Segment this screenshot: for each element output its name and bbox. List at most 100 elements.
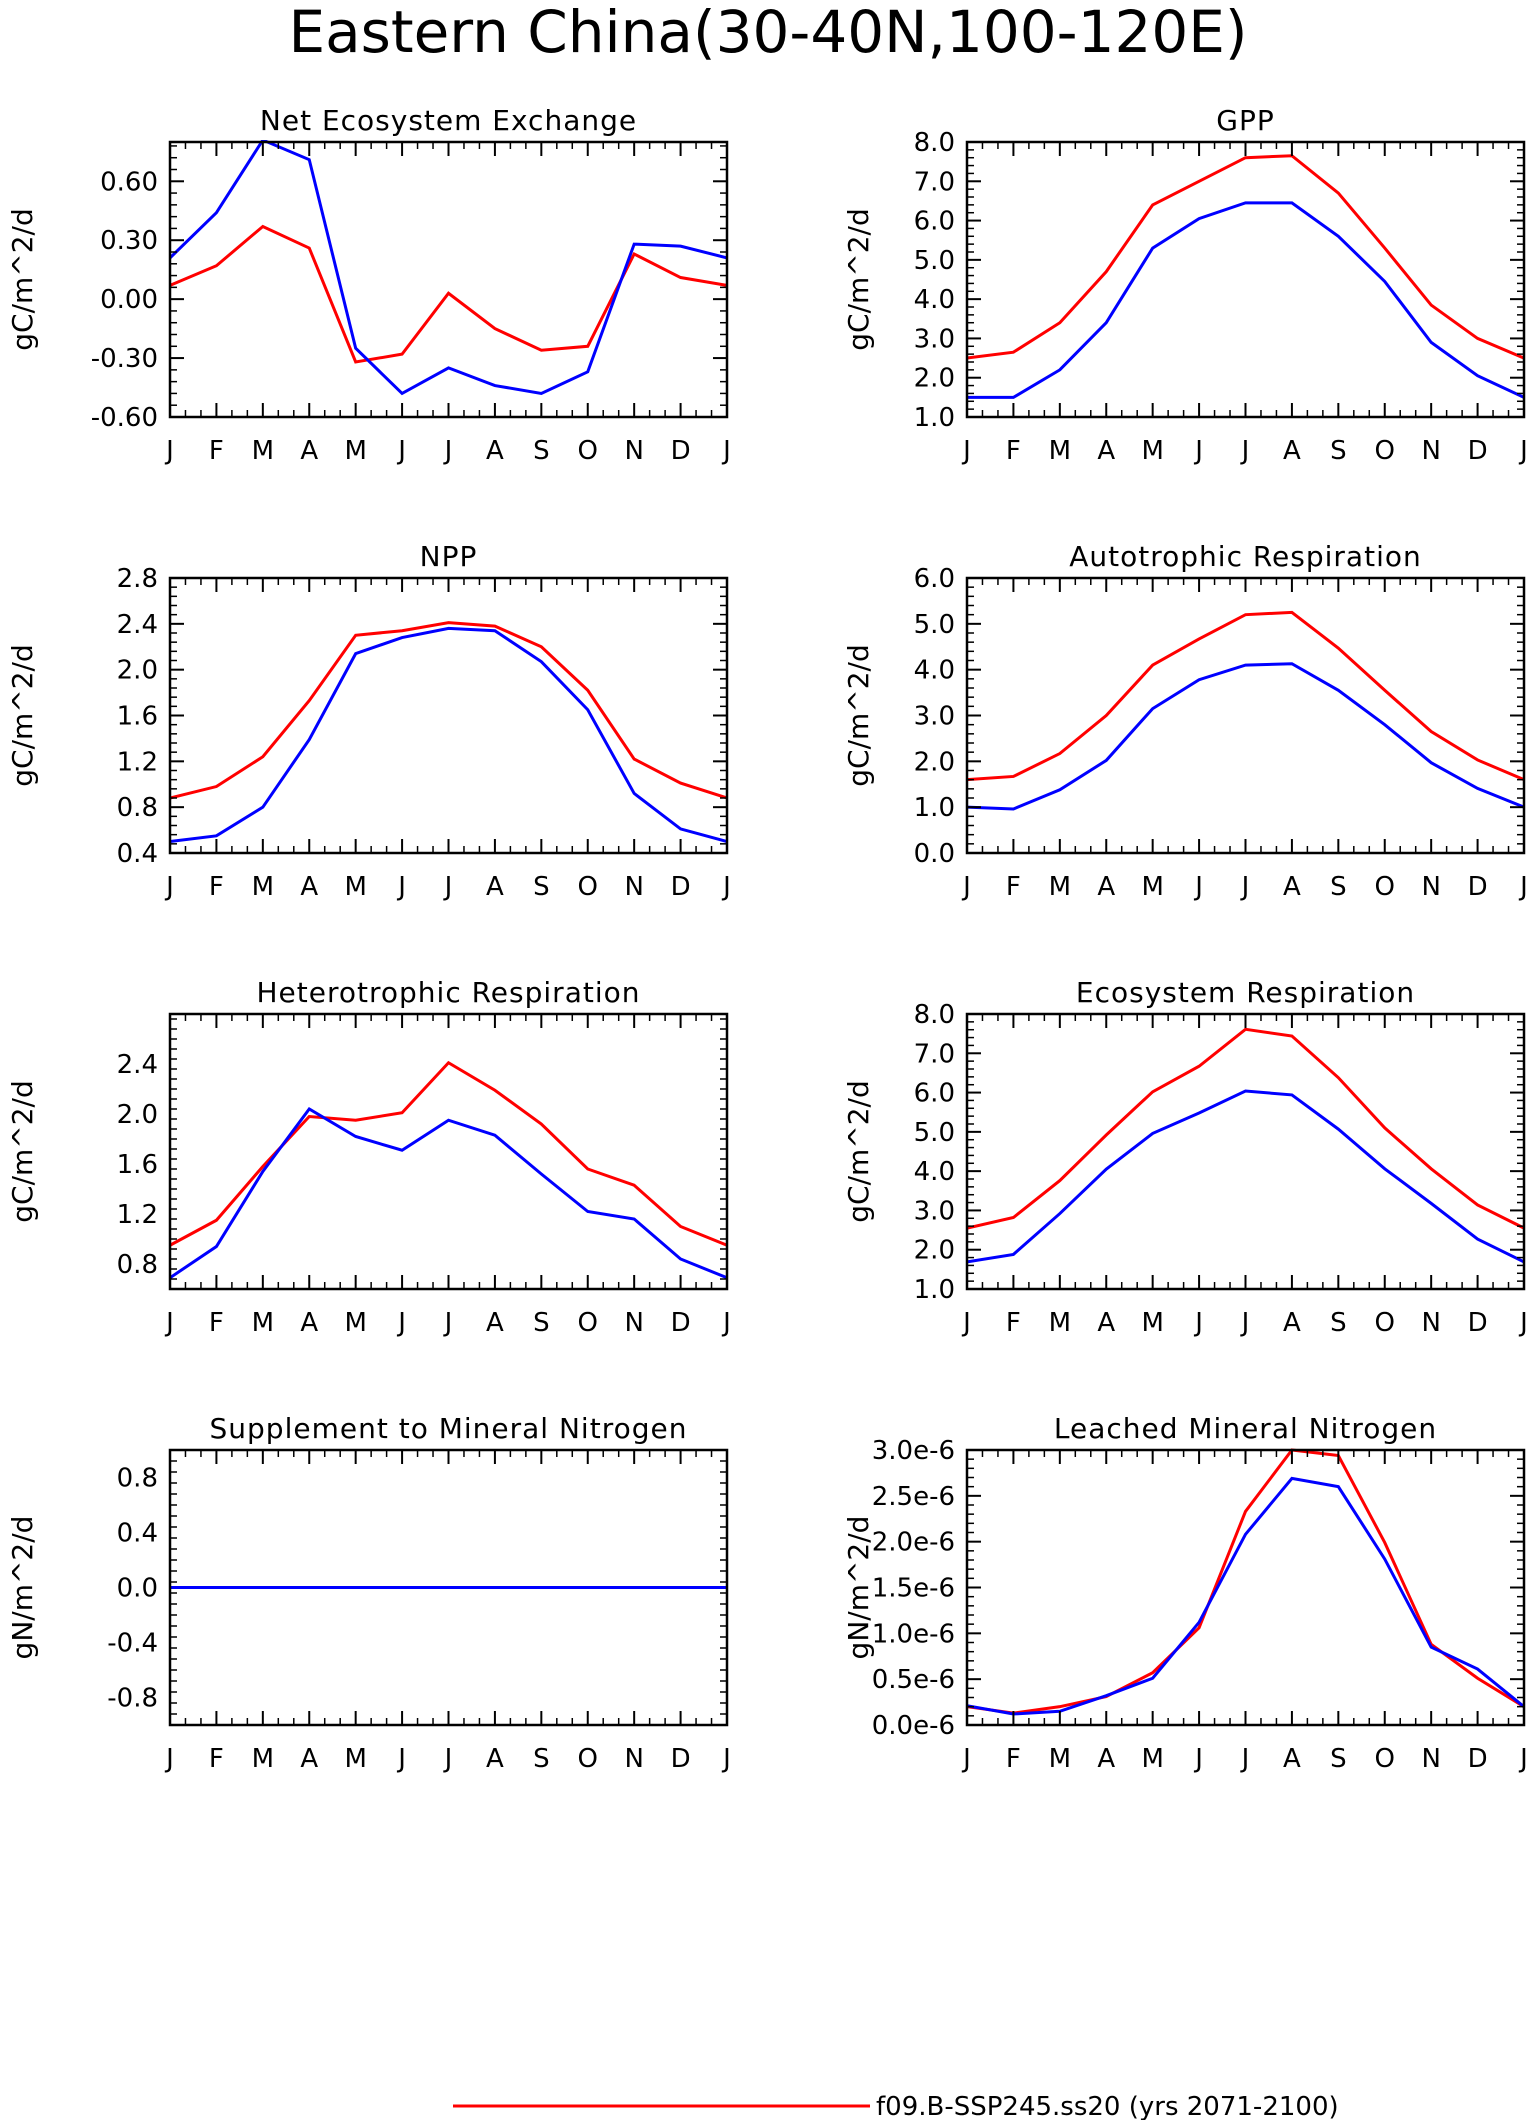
y-tick-label: -0.30 (91, 344, 158, 374)
y-tick-label: 1.5e-6 (872, 1574, 955, 1604)
x-tick-label: A (1097, 1744, 1115, 1774)
panel-title: Heterotrophic Respiration (257, 976, 641, 1009)
y-tick-label: 1.0 (914, 793, 955, 823)
x-tick-label: D (671, 436, 691, 466)
x-tick-label: F (209, 1308, 224, 1338)
x-tick-label: S (533, 872, 550, 902)
x-tick-label: D (671, 872, 691, 902)
panel-title: Supplement to Mineral Nitrogen (210, 1412, 688, 1445)
x-tick-label: N (624, 1308, 643, 1338)
y-axis-label: gC/m^2/d (842, 1080, 875, 1223)
series-line-blue (170, 140, 727, 396)
y-tick-label: 4.0 (914, 656, 955, 686)
x-tick-label: J (961, 872, 971, 902)
x-tick-label: A (300, 1744, 318, 1774)
y-tick-label: 3.0e-6 (872, 1436, 955, 1466)
y-tick-label: 8.0 (914, 128, 955, 158)
x-tick-label: M (252, 1308, 274, 1338)
x-tick-label: J (1240, 1744, 1250, 1774)
x-tick-label: J (721, 1744, 731, 1774)
y-tick-label: 2.4 (117, 610, 158, 640)
y-tick-label: 0.4 (117, 839, 158, 869)
x-tick-label: J (721, 1308, 731, 1338)
x-tick-label: A (486, 1308, 504, 1338)
x-tick-label: J (961, 1744, 971, 1774)
x-tick-label: J (443, 1308, 453, 1338)
panel-title: NPP (420, 540, 478, 573)
x-tick-label: M (1049, 1308, 1071, 1338)
y-axis-label: gN/m^2/d (6, 1516, 39, 1660)
y-tick-label: 0.0e-6 (872, 1711, 955, 1741)
x-tick-label: J (396, 1308, 406, 1338)
x-tick-label: J (1518, 1744, 1528, 1774)
x-tick-label: F (209, 1744, 224, 1774)
x-tick-label: A (300, 872, 318, 902)
x-tick-label: N (1421, 1308, 1440, 1338)
x-tick-label: D (1468, 1744, 1488, 1774)
x-tick-label: A (1097, 1308, 1115, 1338)
y-tick-label: 2.8 (117, 564, 158, 594)
panel-title: Net Ecosystem Exchange (260, 104, 637, 137)
y-axis-label: gC/m^2/d (842, 644, 875, 787)
y-tick-label: 0.8 (117, 793, 158, 823)
legend: f09.B-SSP245.ss20 (yrs 2071-2100) (453, 2092, 1339, 2120)
y-tick-label: 8.0 (914, 1000, 955, 1030)
x-tick-label: M (344, 436, 366, 466)
x-tick-label: N (624, 1744, 643, 1774)
x-tick-label: J (164, 1308, 174, 1338)
x-tick-label: J (396, 1744, 406, 1774)
x-tick-label: J (961, 436, 971, 466)
x-tick-label: J (721, 436, 731, 466)
x-tick-label: F (1006, 872, 1021, 902)
series-line-red (967, 1027, 1524, 1230)
y-tick-label: -0.8 (107, 1684, 158, 1714)
y-tick-label: 7.0 (914, 1039, 955, 1069)
x-tick-label: F (209, 436, 224, 466)
x-tick-label: N (1421, 1744, 1440, 1774)
x-tick-label: M (1141, 1744, 1163, 1774)
y-tick-label: 5.0 (914, 246, 955, 276)
y-tick-label: 2.0e-6 (872, 1528, 955, 1558)
y-tick-label: 2.0 (117, 1100, 158, 1130)
x-tick-label: M (252, 872, 274, 902)
y-tick-label: 6.0 (914, 564, 955, 594)
x-tick-label: J (164, 436, 174, 466)
x-tick-label: J (1193, 872, 1203, 902)
x-tick-label: J (164, 1744, 174, 1774)
x-tick-label: S (533, 1744, 550, 1774)
x-tick-label: D (1468, 436, 1488, 466)
x-tick-label: J (164, 872, 174, 902)
x-tick-label: O (578, 872, 598, 902)
x-tick-label: F (1006, 1308, 1021, 1338)
y-tick-label: 0.60 (100, 167, 158, 197)
panel-title: GPP (1216, 104, 1274, 137)
y-tick-label: 2.0 (117, 656, 158, 686)
y-tick-label: 0.5e-6 (872, 1665, 955, 1695)
y-tick-label: 1.6 (117, 1150, 158, 1180)
y-tick-label: 4.0 (914, 285, 955, 315)
y-tick-label: 3.0 (914, 324, 955, 354)
x-tick-label: A (1283, 872, 1301, 902)
x-tick-label: A (486, 1744, 504, 1774)
series-line-red (967, 154, 1524, 360)
y-tick-label: -0.4 (107, 1629, 158, 1659)
series-line-blue (170, 626, 727, 844)
x-tick-label: M (344, 872, 366, 902)
x-tick-label: O (1375, 872, 1395, 902)
series-line-red (170, 621, 727, 800)
y-tick-label: 1.0e-6 (872, 1619, 955, 1649)
x-tick-label: N (1421, 872, 1440, 902)
panel-title: Leached Mineral Nitrogen (1054, 1412, 1437, 1445)
x-tick-label: J (1518, 1308, 1528, 1338)
x-tick-label: J (1193, 1744, 1203, 1774)
x-tick-label: D (1468, 872, 1488, 902)
y-tick-label: 1.0 (914, 1275, 955, 1305)
series-line-red (967, 610, 1524, 782)
x-tick-label: M (1141, 1308, 1163, 1338)
x-tick-label: N (1421, 436, 1440, 466)
